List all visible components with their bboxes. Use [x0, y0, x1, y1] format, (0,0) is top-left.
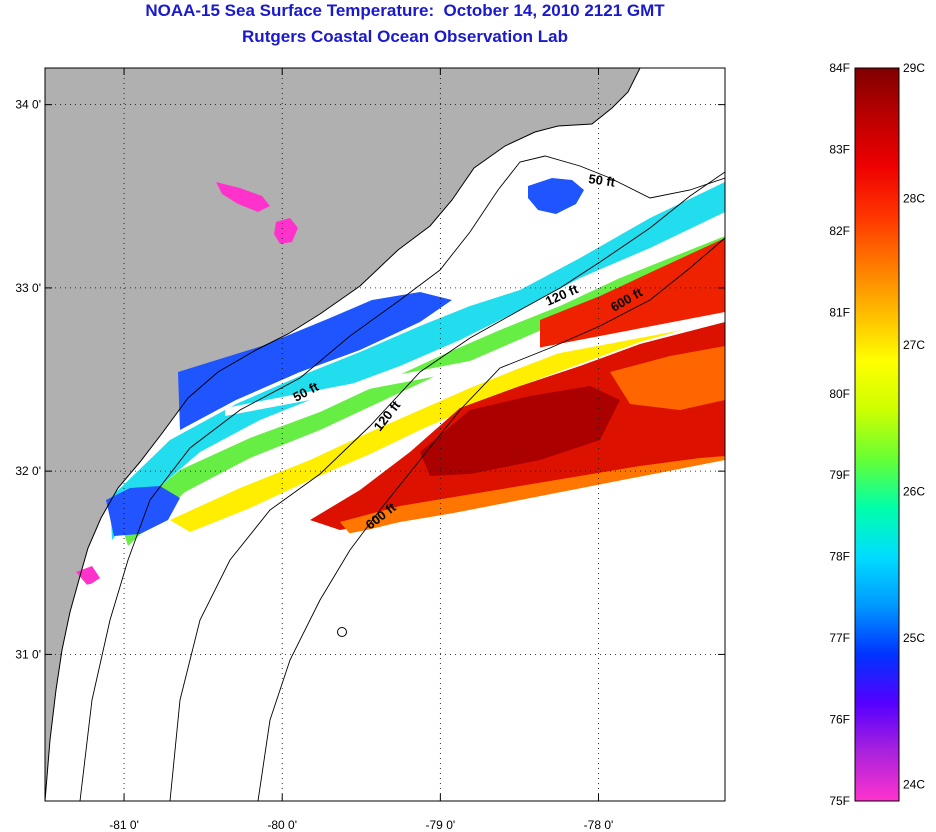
tick-label-lon-1: -80 0'	[267, 818, 297, 832]
sst-band-yellow	[170, 296, 725, 532]
tick-label-lon-3: -78 0'	[584, 818, 614, 832]
contour-600ft-line	[257, 237, 725, 801]
sst-patch-magenta-inland	[216, 182, 270, 212]
swath-gap-stripes	[80, 312, 725, 596]
sst-band-cyan	[110, 182, 725, 540]
gap-stripe-south	[80, 460, 725, 596]
colorbar-label-c-4: 25C	[903, 631, 925, 645]
lat-lon-grid	[45, 68, 725, 801]
colorbar-celsius-labels: 29C 28C 27C 26C 25C 24C	[903, 61, 925, 792]
colorbar-label-c-0: 29C	[903, 61, 925, 75]
tick-label-lon-2: -79 0'	[426, 818, 456, 832]
colorbar: 84F 83F 82F 81F 80F 79F 78F 77F 76F 75F 29C 28C 27C…	[829, 61, 925, 808]
sst-patch-magenta-sound	[274, 218, 298, 244]
sst-band-orange-south	[340, 456, 725, 534]
colorbar-label-f-9: 75F	[829, 794, 850, 808]
shoal-circle	[337, 627, 347, 637]
tick-label-lat-0: 34 0'	[15, 98, 41, 112]
contour-50ft-line	[79, 155, 725, 801]
sst-band-orange-east	[610, 346, 725, 410]
colorbar-label-f-1: 83F	[829, 142, 850, 156]
sst-data-layer	[76, 178, 725, 586]
gap-stripe-north	[225, 312, 725, 416]
sst-band-cool-blue	[178, 292, 452, 430]
colorbar-label-c-2: 27C	[903, 338, 925, 352]
colorbar-label-f-8: 76F	[829, 713, 850, 727]
colorbar-label-c-3: 26C	[903, 485, 925, 499]
sst-patch-magenta-south	[76, 566, 100, 586]
contour-label-50ft-north: 50 ft	[588, 171, 617, 190]
sst-patch-onslow-blue	[528, 178, 584, 214]
tick-label-lon-0: -81 0'	[109, 818, 139, 832]
colorbar-label-f-2: 82F	[829, 224, 850, 238]
colorbar-label-f-0: 84F	[829, 61, 850, 75]
colorbar-gradient	[854, 67, 900, 802]
sst-band-darkred-core	[420, 386, 620, 476]
colorbar-fahrenheit-labels: 84F 83F 82F 81F 80F 79F 78F 77F 76F 75F	[829, 61, 850, 808]
colorbar-label-c-1: 28C	[903, 191, 925, 205]
colorbar-label-f-6: 78F	[829, 550, 850, 564]
colorbar-label-f-7: 77F	[829, 631, 850, 645]
axis-ticks: -81 0' -80 0' -79 0' -78 0' 34 0' 33 0' 32 0' 3…	[15, 68, 725, 832]
sst-patch-blue-south	[106, 486, 180, 536]
contour-120ft-line	[169, 171, 725, 801]
tick-label-lat-1: 33 0'	[15, 281, 41, 295]
colorbar-label-f-4: 80F	[829, 387, 850, 401]
sst-band-red-upper	[540, 238, 725, 356]
plot-frame	[44, 67, 726, 802]
plot-area: 50 ft 50 ft 120 ft 120 ft 600 ft 600 ft …	[15, 67, 726, 832]
tick-label-lat-2: 32 0'	[15, 464, 41, 478]
colorbar-label-f-3: 81F	[829, 305, 850, 319]
tick-label-lat-3: 31 0'	[15, 647, 41, 661]
map-subtitle: Rutgers Coastal Ocean Observation Lab	[242, 27, 568, 46]
coastline	[45, 68, 641, 801]
colorbar-label-c-5: 24C	[903, 778, 925, 792]
map-title: NOAA-15 Sea Surface Temperature: October…	[145, 1, 665, 20]
colorbar-label-f-5: 79F	[829, 468, 850, 482]
land-mass	[45, 68, 640, 801]
